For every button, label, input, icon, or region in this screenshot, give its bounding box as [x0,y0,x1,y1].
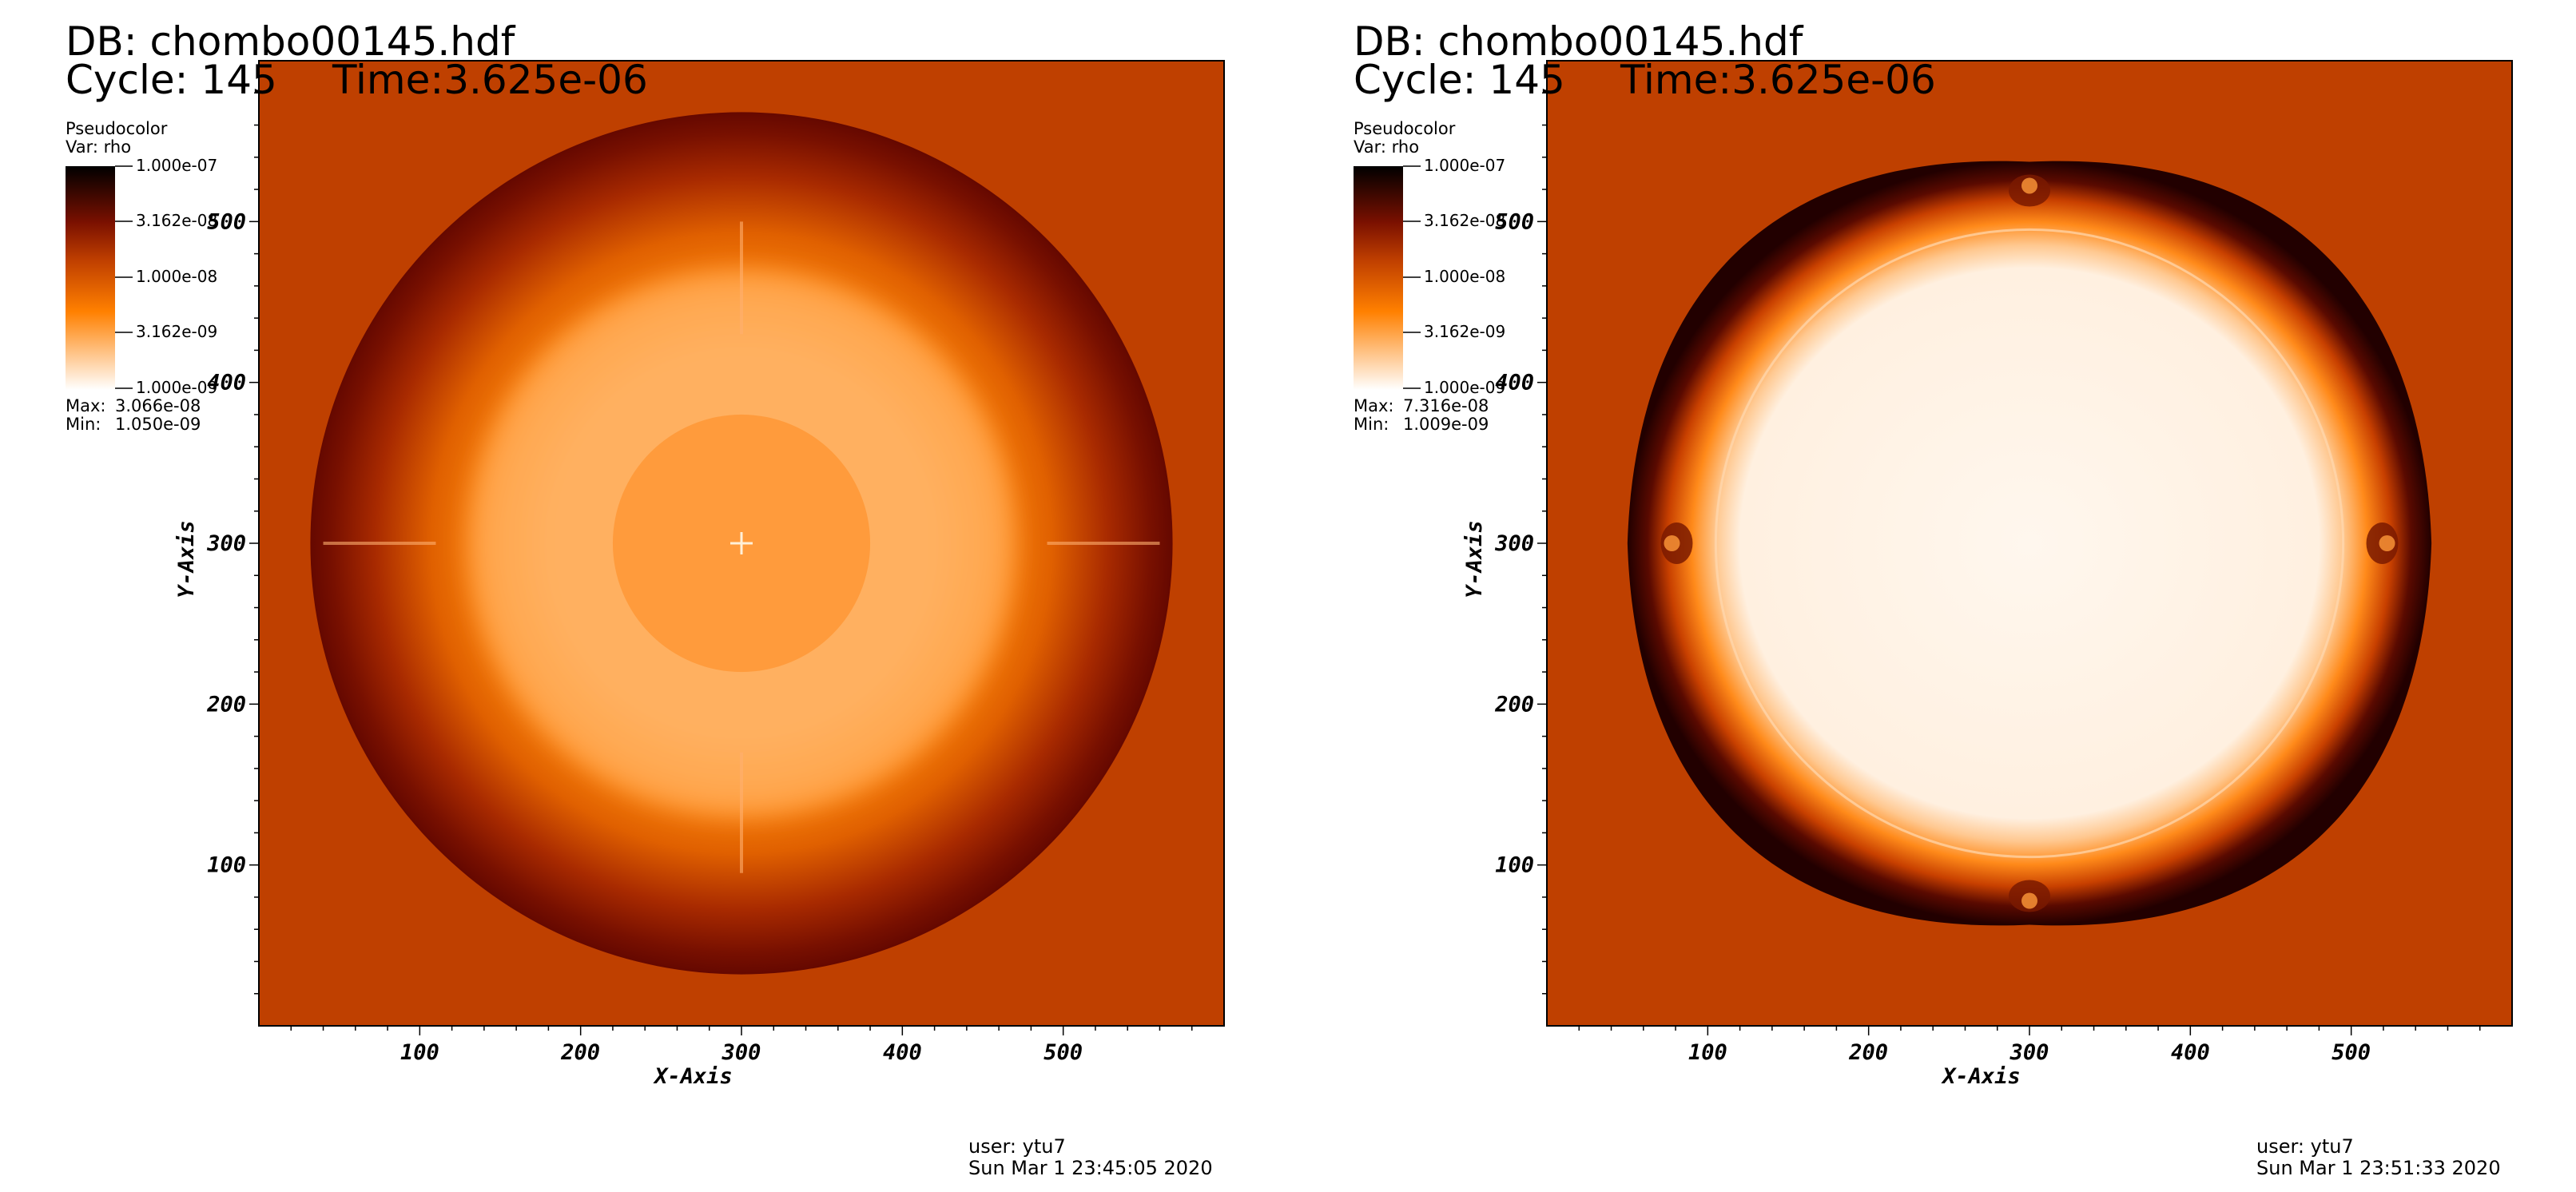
x-tick-label: 100 [400,1040,439,1065]
legend-min: Min: 1.050e-09 [66,415,201,434]
colorbar-tick-label: 3.162e-08 [1424,211,1506,230]
footer-date: Sun Mar 1 23:51:33 2020 [2256,1157,2501,1179]
colorbar [66,166,115,390]
legend-max-value: 7.316e-08 [1403,396,1489,415]
legend-max-label: Max: [1354,396,1394,415]
x-tick-label: 400 [2171,1040,2210,1065]
db-title: DB: chombo00145.hdf [66,18,515,65]
x-tick-label: 400 [883,1040,922,1065]
y-tick-label: 300 [206,531,246,556]
legend-min-value: 1.050e-09 [115,415,201,434]
footer-user: user: ytu7 [968,1135,1066,1158]
legend-max: Max: 7.316e-08 [1354,396,1489,415]
legend-title: Pseudocolor [1354,119,1456,138]
y-tick-label: 100 [1495,853,1534,878]
plot-panel-right: 100 200 300 400 500 100 200 300 400 500 X-Axis Y-Ax… [1288,0,2576,1192]
y-tick-label: 100 [207,853,246,878]
legend-title: Pseudocolor [66,119,168,138]
instability-finger-core [2379,535,2395,551]
y-tick-label: 400 [207,371,246,395]
y-tick-label: 400 [1495,371,1534,395]
cycle-label: Cycle: 145 [66,57,277,103]
interior-contour [1714,228,2345,859]
cycle-time-line: Cycle: 145 Time:3.625e-06 [1354,57,1936,103]
instability-finger-core [1664,535,1680,551]
y-tick-label: 300 [1494,531,1534,556]
x-axis-title: X-Axis [1941,1064,2021,1089]
x-tick-label: 300 [722,1040,761,1065]
colorbar [1354,166,1403,390]
x-tick-label: 500 [2332,1040,2371,1065]
legend-max-label: Max: [66,396,106,415]
colorbar-tick-label: 3.162e-08 [136,211,218,230]
time-label: Time:3.625e-06 [332,57,648,103]
colorbar-tick-label: 3.162e-09 [1424,322,1506,341]
legend-min-label: Min: [66,415,101,434]
colorbar-tick-label: 1.000e-08 [136,267,218,286]
footer-date: Sun Mar 1 23:45:05 2020 [968,1157,1213,1179]
y-tick-label: 500 [207,209,246,234]
cycle-label: Cycle: 145 [1354,57,1565,103]
y-tick-label: 200 [1494,692,1534,717]
plot-area-right: 100 200 300 400 500 100 200 300 400 500 X-Axis Y-Ax… [1354,60,2513,1089]
x-tick-label: 200 [1848,1040,1888,1065]
x-tick-label: 300 [2010,1040,2049,1065]
db-title: DB: chombo00145.hdf [1354,18,1803,65]
x-tick-label: 100 [1688,1040,1727,1065]
legend-max: Max: 3.066e-08 [66,396,201,415]
shell-region [1627,161,2432,926]
cycle-time-line: Cycle: 145 Time:3.625e-06 [66,57,648,103]
legend-min-label: Min: [1354,415,1389,434]
x-tick-label: 500 [1044,1040,1083,1065]
x-axis-title: X-Axis [653,1064,733,1089]
instability-finger-core [2021,892,2037,909]
legend-max-value: 3.066e-08 [115,396,201,415]
y-tick-label: 200 [206,692,246,717]
plot-panel-left: 100 200 300 400 500 100 200 300 400 500 X-Axis Y-Ax… [66,18,1225,1179]
legend-variable: Var: rho [66,137,132,157]
colorbar-tick-label: 1.000e-07 [136,156,218,175]
x-tick-label: 200 [560,1040,600,1065]
colorbar-tick-label: 1.000e-09 [136,378,218,397]
time-label: Time:3.625e-06 [1620,57,1936,103]
footer-user: user: ytu7 [2256,1135,2354,1158]
instability-finger-core [2021,177,2037,194]
y-axis-title: Y-Axis [174,520,199,598]
plot-area-left: 100 200 300 400 500 100 200 300 400 500 X-Axis Y-Ax… [66,60,1225,1089]
colorbar-tick-label: 1.000e-08 [1424,267,1506,286]
legend-variable: Var: rho [1354,137,1420,157]
legend-min: Min: 1.009e-09 [1354,415,1489,434]
legend-min-value: 1.009e-09 [1403,415,1489,434]
colorbar-tick-label: 1.000e-07 [1424,156,1506,175]
colorbar-tick-label: 3.162e-09 [136,322,218,341]
y-axis-title: Y-Axis [1462,520,1487,598]
colorbar-tick-label: 1.000e-09 [1424,378,1506,397]
y-tick-label: 500 [1495,209,1534,234]
